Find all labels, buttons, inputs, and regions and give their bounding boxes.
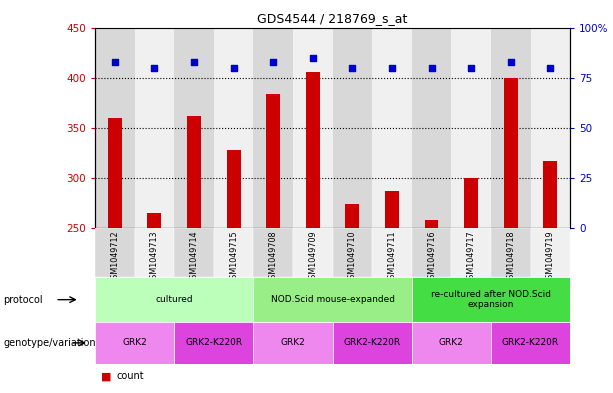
Bar	[95, 28, 135, 228]
Point	[348, 64, 357, 71]
Bar	[253, 322, 333, 364]
Bar	[174, 322, 253, 364]
Text: protocol: protocol	[3, 295, 43, 305]
Point	[387, 64, 397, 71]
Text: genotype/variation: genotype/variation	[3, 338, 96, 348]
Bar	[293, 228, 333, 277]
Bar	[504, 77, 517, 228]
Text: count: count	[116, 371, 144, 381]
Bar	[227, 150, 240, 228]
Text: re-cultured after NOD.Scid
expansion: re-cultured after NOD.Scid expansion	[431, 290, 551, 309]
Bar	[333, 28, 372, 228]
Bar	[543, 161, 557, 228]
Text: GSM1049708: GSM1049708	[268, 230, 278, 284]
Bar	[491, 228, 530, 277]
Bar	[333, 322, 412, 364]
Point	[229, 64, 238, 71]
Text: GSM1049710: GSM1049710	[348, 230, 357, 284]
Text: GRK2: GRK2	[281, 338, 305, 347]
Point	[466, 64, 476, 71]
Bar	[385, 191, 399, 228]
Bar	[214, 28, 253, 228]
Bar	[135, 28, 174, 228]
Bar	[108, 118, 122, 228]
Bar	[451, 228, 491, 277]
Bar	[412, 28, 451, 228]
Text: GRK2-K220R: GRK2-K220R	[185, 338, 242, 347]
Bar	[135, 228, 174, 277]
Point	[308, 55, 318, 61]
Text: GSM1049712: GSM1049712	[110, 230, 120, 284]
Text: GSM1049715: GSM1049715	[229, 230, 238, 284]
Text: GRK2: GRK2	[439, 338, 463, 347]
Point	[268, 59, 278, 65]
Bar	[253, 277, 412, 322]
Text: GSM1049717: GSM1049717	[466, 230, 476, 284]
Text: GSM1049718: GSM1049718	[506, 230, 515, 284]
Bar	[95, 277, 253, 322]
Text: GSM1049714: GSM1049714	[189, 230, 199, 284]
Text: GSM1049713: GSM1049713	[150, 230, 159, 284]
Text: GSM1049711: GSM1049711	[387, 230, 397, 284]
Text: GSM1049709: GSM1049709	[308, 230, 318, 284]
Point	[546, 64, 555, 71]
Text: GSM1049716: GSM1049716	[427, 230, 436, 284]
Bar	[293, 28, 333, 228]
Bar	[95, 228, 135, 277]
Text: GRK2-K220R: GRK2-K220R	[343, 338, 401, 347]
Bar	[266, 94, 280, 228]
Text: cultured: cultured	[155, 295, 193, 304]
Text: NOD.Scid mouse-expanded: NOD.Scid mouse-expanded	[270, 295, 395, 304]
Bar	[95, 322, 174, 364]
Bar	[345, 204, 359, 228]
Bar	[412, 277, 570, 322]
Text: ■: ■	[101, 371, 112, 381]
Bar	[530, 28, 570, 228]
Bar	[491, 28, 530, 228]
Bar	[412, 228, 451, 277]
Bar	[306, 72, 320, 228]
Point	[150, 64, 159, 71]
Bar	[148, 213, 161, 228]
Bar	[372, 228, 412, 277]
Bar	[464, 178, 478, 228]
Bar	[333, 228, 372, 277]
Bar	[412, 322, 491, 364]
Bar	[253, 228, 293, 277]
Bar	[530, 228, 570, 277]
Bar	[174, 228, 214, 277]
Point	[189, 59, 199, 65]
Point	[110, 59, 120, 65]
Text: GRK2: GRK2	[122, 338, 147, 347]
Bar	[425, 220, 438, 228]
Point	[427, 64, 436, 71]
Bar	[187, 116, 201, 228]
Bar	[214, 228, 253, 277]
Bar	[174, 28, 214, 228]
Bar	[372, 28, 412, 228]
Point	[506, 59, 516, 65]
Text: GSM1049719: GSM1049719	[546, 230, 555, 284]
Text: GRK2-K220R: GRK2-K220R	[502, 338, 559, 347]
Bar	[451, 28, 491, 228]
Bar	[491, 322, 570, 364]
Title: GDS4544 / 218769_s_at: GDS4544 / 218769_s_at	[257, 12, 408, 25]
Bar	[253, 28, 293, 228]
